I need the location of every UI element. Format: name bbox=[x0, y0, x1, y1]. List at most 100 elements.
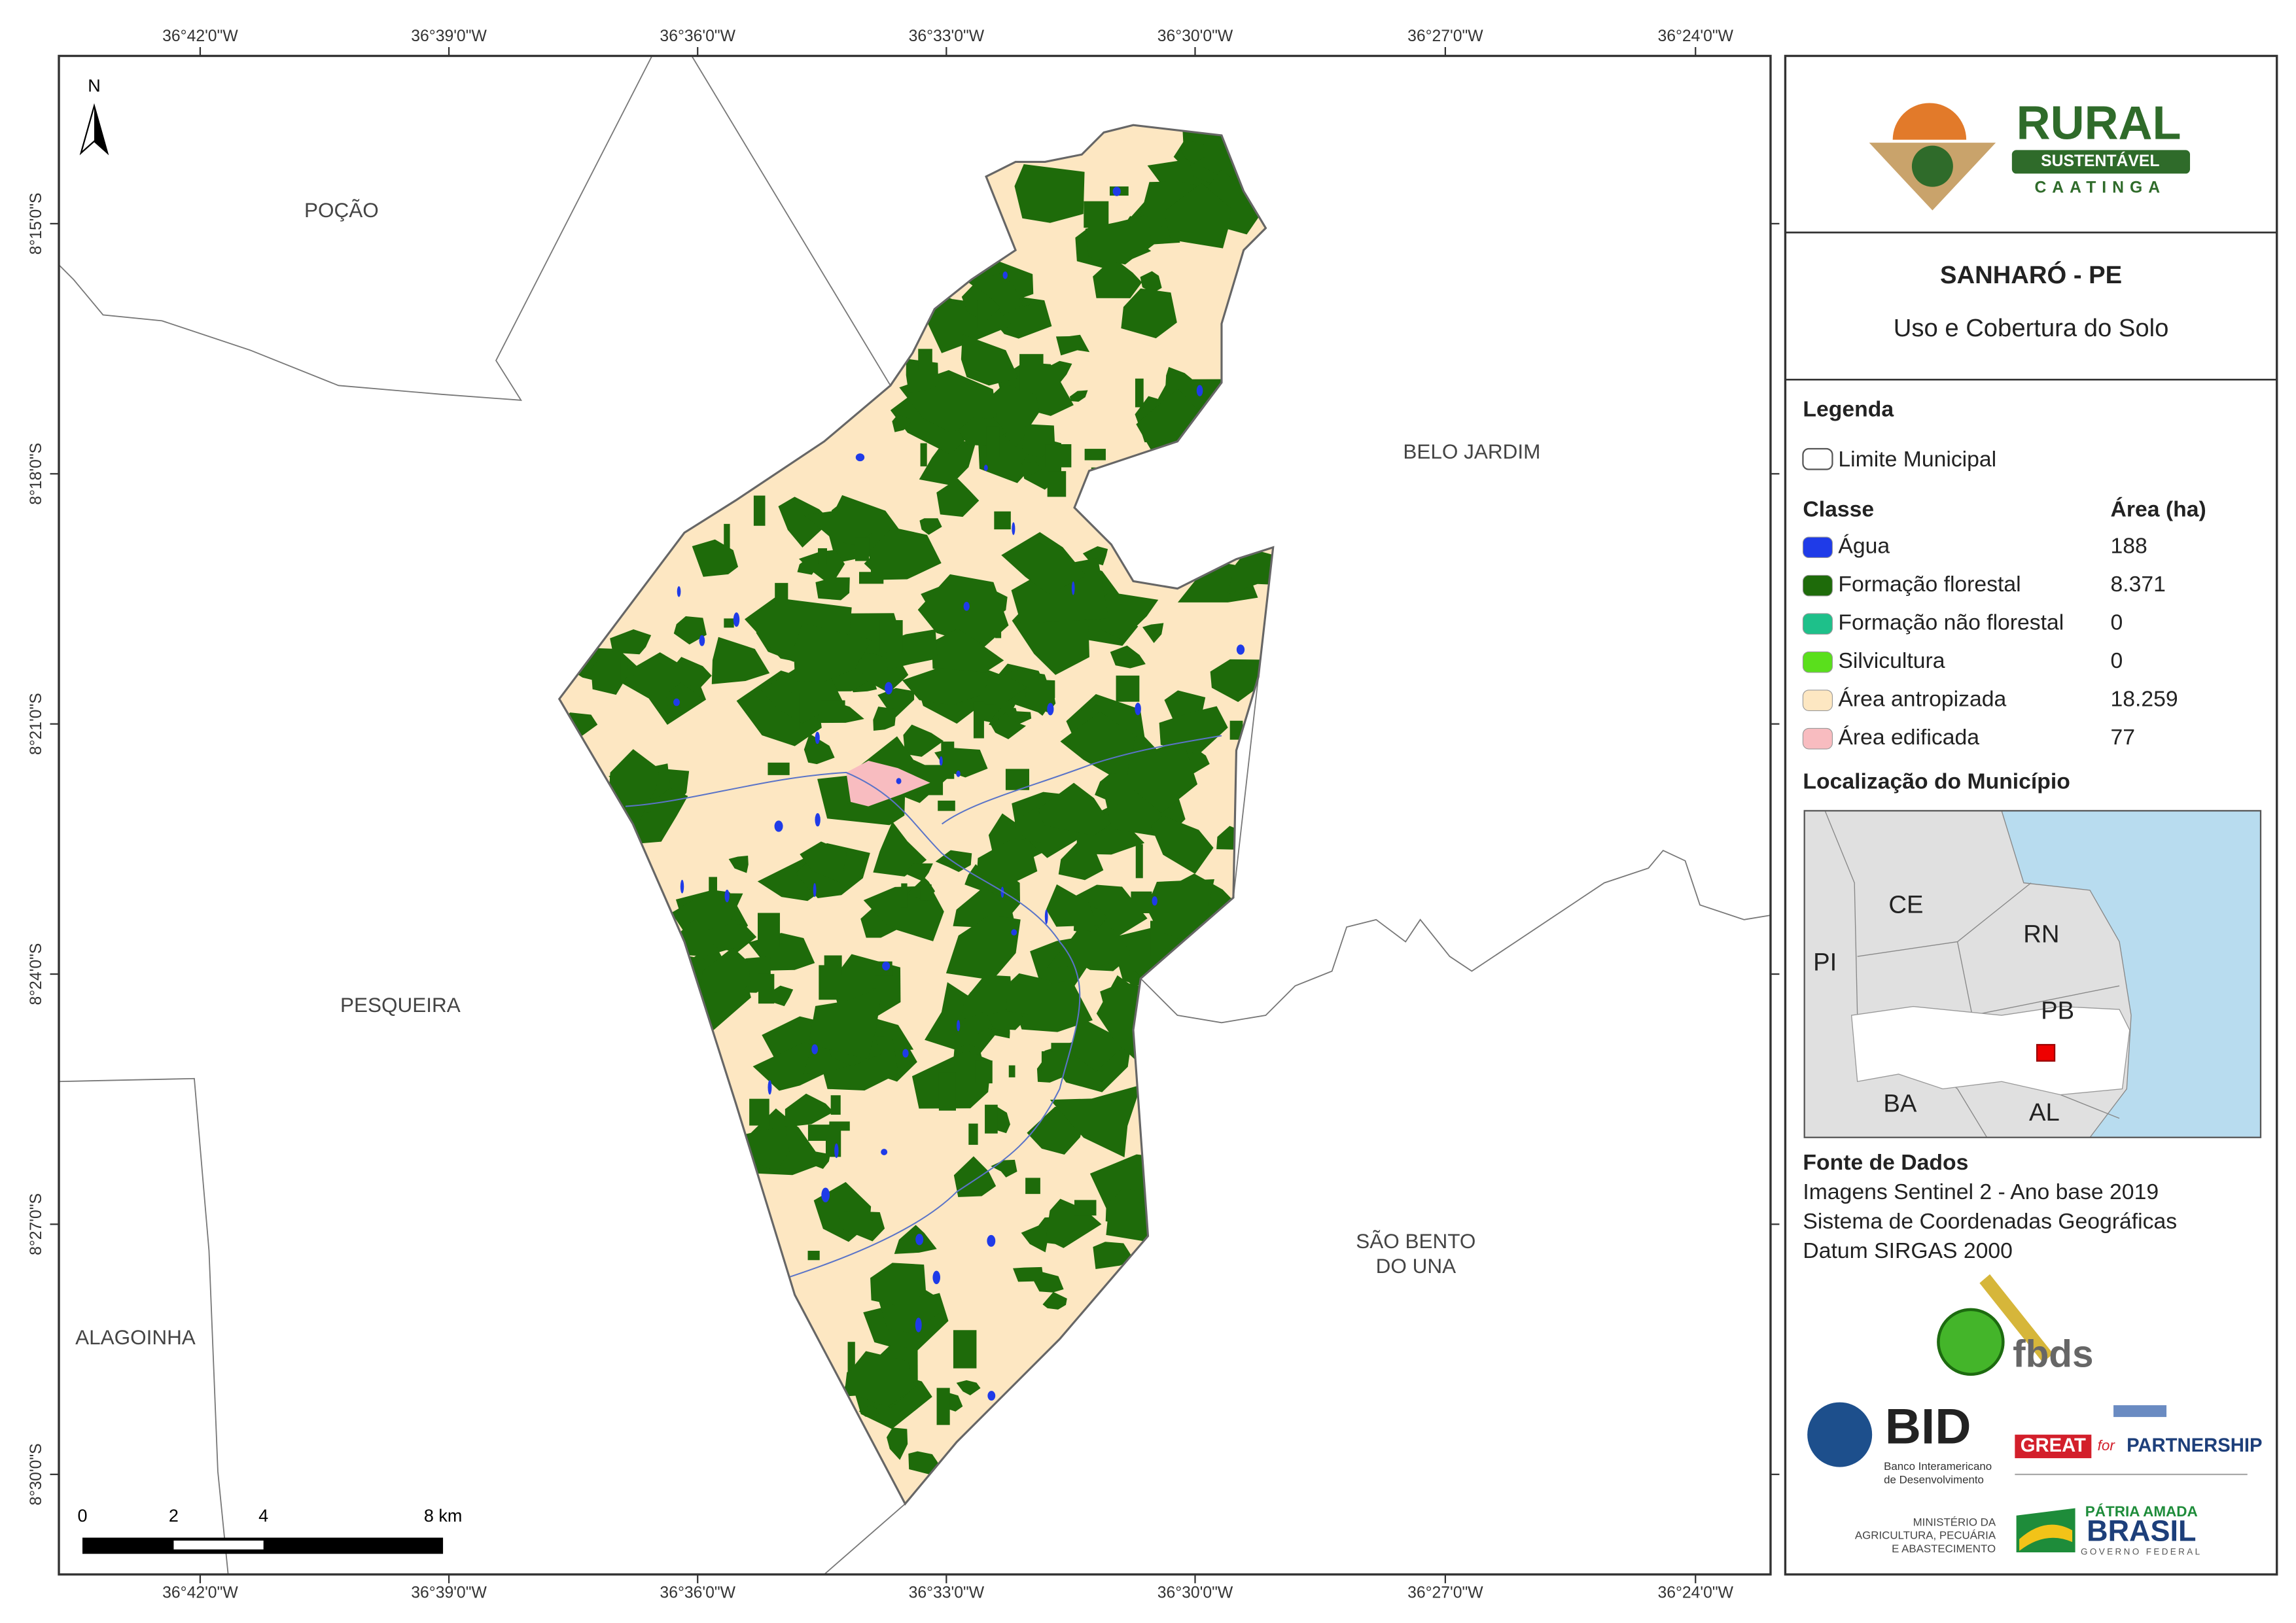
place-label: DO UNA bbox=[1376, 1254, 1456, 1278]
legend-label: Área antropizada bbox=[1838, 687, 2006, 712]
water-body bbox=[1002, 271, 1008, 279]
forest-patch bbox=[1084, 201, 1109, 228]
forest-patch bbox=[870, 1263, 927, 1306]
forest-patch bbox=[964, 864, 989, 892]
forest-patch bbox=[610, 629, 652, 655]
forest-patch bbox=[804, 733, 835, 765]
water-body bbox=[957, 1020, 961, 1032]
forest-patch bbox=[1139, 1202, 1145, 1232]
forest-patch bbox=[724, 523, 730, 550]
forest-patch bbox=[875, 975, 893, 1000]
scale-label: 2 bbox=[169, 1506, 179, 1526]
forest-patch bbox=[1164, 183, 1231, 249]
locator-label: AL bbox=[2029, 1098, 2060, 1126]
water-body bbox=[834, 1143, 839, 1159]
river bbox=[941, 735, 1222, 825]
forest-patch bbox=[919, 437, 976, 485]
water-body bbox=[768, 1080, 772, 1095]
forest-patch bbox=[892, 415, 912, 432]
legend-swatch bbox=[1802, 727, 1833, 750]
neighbor-boundary bbox=[691, 56, 891, 386]
forest-patch bbox=[1135, 844, 1143, 879]
forest-patch bbox=[601, 652, 621, 687]
forest-patch bbox=[975, 1060, 993, 1084]
water-body bbox=[1236, 644, 1245, 655]
bid-line: Banco Interamericano bbox=[1884, 1460, 1992, 1473]
forest-patch bbox=[843, 1351, 915, 1407]
scale-bar-segment bbox=[173, 1541, 264, 1550]
bottom-coordinate: 36°27'0"W bbox=[1407, 1584, 1483, 1602]
forest-patch bbox=[987, 1008, 1025, 1030]
land-cover-patches bbox=[561, 125, 1273, 1475]
water-body bbox=[855, 453, 865, 462]
forest-patch bbox=[920, 443, 927, 466]
forest-patch bbox=[707, 924, 757, 953]
ministry-line: E ABASTECIMENTO bbox=[1892, 1543, 1996, 1555]
top-coordinate: 36°27'0"W bbox=[1407, 27, 1483, 45]
water-body bbox=[956, 771, 961, 777]
legend-title: Legenda bbox=[1803, 396, 1894, 421]
forest-patch bbox=[722, 971, 735, 1000]
water-body bbox=[677, 586, 681, 597]
top-coordinate: 36°33'0"W bbox=[909, 27, 985, 45]
forest-patch bbox=[961, 975, 1014, 1019]
boundary-swatch bbox=[1802, 447, 1833, 470]
forest-patch bbox=[1047, 471, 1067, 497]
place-label: PESQUEIRA bbox=[340, 993, 461, 1017]
fbds-ball bbox=[1937, 1308, 2005, 1376]
forest-patch bbox=[858, 1405, 879, 1418]
bottom-coordinate: 36°33'0"W bbox=[909, 1584, 985, 1602]
forest-patch bbox=[918, 349, 932, 370]
forest-patch bbox=[1180, 141, 1205, 164]
area-header: Área (ha) bbox=[2111, 497, 2206, 521]
forest-patch bbox=[908, 1451, 940, 1475]
north-arrow-half bbox=[94, 105, 108, 153]
legend-swatch bbox=[1802, 536, 1833, 559]
forest-patch bbox=[758, 973, 775, 1004]
forest-patch bbox=[778, 497, 832, 548]
forest-patch bbox=[1110, 645, 1146, 669]
forest-patch bbox=[1227, 548, 1273, 595]
left-coordinate: 8°18'0"S bbox=[27, 443, 45, 505]
forest-patch bbox=[1140, 271, 1162, 294]
forest-patch bbox=[985, 1104, 998, 1134]
left-coordinate: 8°21'0"S bbox=[27, 693, 45, 755]
water-body bbox=[915, 1234, 924, 1246]
class-header: Classe bbox=[1803, 497, 1874, 521]
forest-patch bbox=[736, 1126, 790, 1172]
forest-patch bbox=[701, 947, 751, 994]
forest-patch bbox=[1046, 884, 1098, 927]
top-coordinate: 36°24'0"W bbox=[1657, 27, 1733, 45]
forest-patch bbox=[991, 712, 1027, 740]
water-body bbox=[811, 1044, 819, 1055]
forest-patch bbox=[855, 537, 870, 561]
forest-patch bbox=[1005, 769, 1029, 790]
forest-patch bbox=[757, 913, 780, 947]
water-body bbox=[774, 820, 783, 832]
great-c: PARTNERSHIP bbox=[2127, 1435, 2262, 1456]
source-line: Datum SIRGAS 2000 bbox=[1803, 1238, 2012, 1263]
scale-label: 4 bbox=[258, 1506, 268, 1526]
legend-swatch bbox=[1802, 613, 1833, 635]
forest-patch bbox=[858, 572, 884, 584]
flags bbox=[2113, 1405, 2167, 1418]
locator-highlight bbox=[2036, 1043, 2056, 1062]
forest-patch bbox=[821, 700, 845, 716]
forest-patch bbox=[945, 915, 1021, 981]
forest-patch bbox=[995, 629, 1002, 638]
forest-patch bbox=[920, 884, 932, 901]
brasil-mark-y bbox=[2019, 1524, 2073, 1551]
forest-patch bbox=[961, 334, 1019, 386]
locator-label: PI bbox=[1813, 948, 1837, 976]
panel-title: SANHARÓ - PE bbox=[1940, 260, 2122, 289]
forest-patch bbox=[830, 1095, 841, 1115]
fbds-mark bbox=[1979, 1274, 2053, 1363]
forest-patch bbox=[1025, 1178, 1040, 1195]
forest-patch bbox=[903, 724, 944, 757]
bottom-coordinate: 36°42'0"W bbox=[162, 1584, 238, 1602]
forest-patch bbox=[869, 527, 942, 580]
water-body bbox=[1011, 929, 1017, 936]
urban-area bbox=[846, 760, 930, 807]
forest-patch bbox=[785, 1093, 834, 1127]
source-title: Fonte de Dados bbox=[1803, 1150, 1968, 1175]
